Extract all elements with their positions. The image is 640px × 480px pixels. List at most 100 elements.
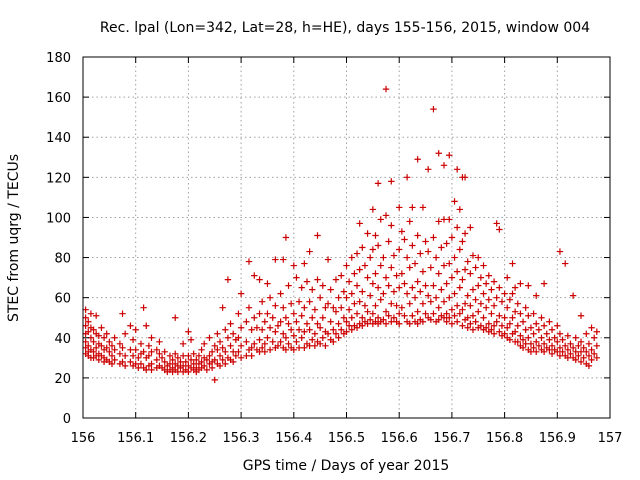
data-point (411, 294, 419, 301)
data-point (446, 216, 453, 223)
data-point (480, 290, 487, 297)
data-point (493, 220, 500, 227)
data-point (322, 304, 329, 311)
data-point (538, 334, 545, 341)
data-point (443, 310, 450, 317)
data-point (235, 334, 242, 341)
data-point (588, 324, 595, 331)
x-tick-label: 156.7 (433, 431, 470, 446)
data-point (380, 290, 387, 297)
data-point (398, 304, 406, 311)
data-point (277, 318, 284, 325)
data-point (266, 324, 274, 331)
data-point (435, 316, 442, 323)
data-point (488, 286, 495, 293)
data-point (443, 240, 450, 247)
data-point (427, 316, 435, 323)
data-point (453, 302, 461, 309)
data-point (548, 326, 556, 333)
data-point (527, 340, 535, 347)
data-point (593, 328, 601, 335)
data-point (546, 336, 553, 343)
data-point (348, 290, 355, 297)
data-point (229, 330, 237, 337)
data-point (364, 274, 371, 281)
data-point (519, 344, 527, 352)
data-point (293, 318, 300, 325)
data-point (440, 298, 448, 305)
data-point (543, 330, 550, 337)
data-point (256, 310, 263, 317)
data-point (485, 296, 492, 303)
data-point (232, 352, 240, 360)
data-point (245, 258, 253, 265)
data-point (585, 362, 593, 370)
axis-ticks (82, 56, 611, 419)
data-point (409, 242, 416, 249)
data-point (348, 326, 355, 333)
data-point (506, 336, 514, 343)
data-point (356, 220, 363, 227)
data-point (417, 288, 424, 295)
data-point (401, 312, 408, 319)
data-point (353, 250, 361, 257)
data-point (588, 346, 595, 354)
data-point (264, 310, 271, 317)
data-point (282, 234, 290, 241)
data-point (179, 340, 187, 347)
data-point (108, 360, 116, 368)
data-point (435, 218, 442, 225)
data-point (287, 326, 295, 333)
data-point (319, 314, 326, 321)
data-point (490, 322, 498, 329)
data-point (485, 272, 492, 279)
data-point (327, 286, 334, 293)
data-point (290, 346, 297, 354)
data-point (380, 316, 387, 323)
data-point (369, 310, 377, 317)
data-point (206, 334, 213, 341)
data-point (237, 342, 245, 349)
data-point (108, 342, 116, 349)
data-point (496, 312, 503, 319)
data-point (269, 314, 276, 321)
data-point (480, 262, 487, 269)
data-point (482, 280, 490, 287)
data-point (227, 320, 234, 327)
data-point (464, 324, 471, 331)
data-point (390, 314, 398, 321)
data-point (266, 346, 274, 354)
data-point (90, 338, 97, 345)
data-point (143, 322, 150, 329)
data-point (92, 344, 100, 352)
data-point (459, 322, 466, 329)
data-point (522, 304, 529, 311)
data-point (256, 276, 263, 283)
data-point (119, 358, 126, 366)
data-point (453, 318, 461, 325)
data-point (419, 300, 427, 307)
data-point (135, 354, 142, 362)
data-point (443, 318, 450, 325)
data-point (372, 302, 379, 309)
data-point (111, 356, 118, 364)
data-point (514, 300, 521, 307)
data-point (390, 288, 398, 295)
data-point (301, 304, 308, 311)
data-point (227, 342, 234, 349)
data-point (435, 150, 442, 157)
data-point (396, 320, 403, 327)
data-point (461, 300, 469, 307)
data-point (422, 282, 429, 289)
data-point (403, 174, 411, 181)
data-point (353, 282, 361, 289)
data-point (511, 284, 519, 291)
data-point (472, 264, 479, 271)
data-point (161, 348, 168, 356)
data-point (111, 346, 118, 354)
data-point (282, 314, 290, 321)
data-point (185, 328, 192, 335)
x-tick-label: 156 (71, 431, 96, 446)
data-point (448, 234, 456, 241)
